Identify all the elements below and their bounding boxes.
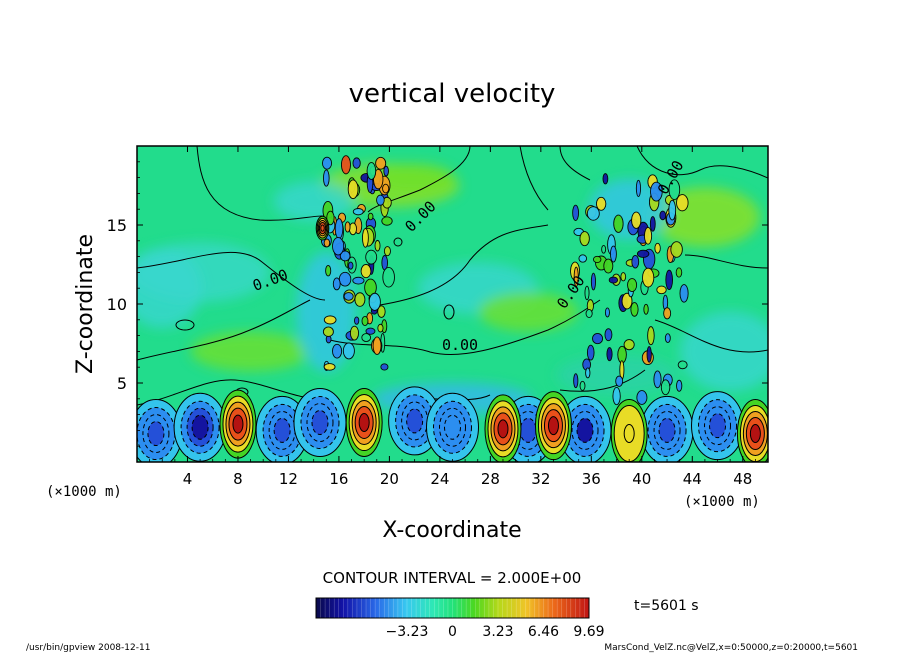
x-tick-label: 32 — [531, 470, 550, 488]
plot-area — [137, 146, 768, 462]
colorbar-bands — [320, 598, 585, 618]
colorbar-tick-label: 9.69 — [573, 624, 604, 640]
y-tick-label: 5 — [117, 374, 127, 393]
footer-right: MarsCond_VelZ.nc@VelZ,x=0:50000,z=0:2000… — [604, 643, 858, 653]
updraft-downdraft-cells — [137, 155, 768, 462]
x-tick-label: 24 — [430, 470, 449, 488]
velocity-field — [137, 163, 768, 415]
x-tick-label: 12 — [279, 470, 298, 488]
x-tick-label: 40 — [632, 470, 651, 488]
x-tick-label: 28 — [481, 470, 500, 488]
footer-left: /usr/bin/gpview 2008-12-11 — [26, 643, 150, 653]
colorbar-frame — [315, 597, 590, 619]
x-tick-label: 20 — [380, 470, 399, 488]
y-axis-label: Z-coordinate — [73, 234, 98, 374]
contour-interval: CONTOUR INTERVAL = 2.000E+00 — [323, 569, 582, 587]
y-tick-label: 10 — [107, 295, 127, 314]
contour-lines — [137, 146, 768, 406]
x-unit-left: (×1000 m) — [46, 484, 122, 500]
contour-label: 0.00 — [442, 336, 478, 354]
x-tick-label: 16 — [329, 470, 348, 488]
colorbar-tick-label: 6.46 — [528, 624, 559, 640]
colorbar-tick-label: −3.23 — [386, 624, 429, 640]
colorbar-tick-label: 0 — [448, 624, 457, 640]
colorbar-tick-label: 3.23 — [482, 624, 513, 640]
colorbar-tick-labels: −3.23 0 3.23 6.46 9.69 — [386, 624, 605, 640]
x-tick-label: 36 — [582, 470, 601, 488]
x-unit-right: (×1000 m) — [684, 494, 760, 510]
x-axis: 4 8 12 16 20 24 28 32 36 40 44 48 — [149, 146, 756, 488]
x-axis-label: X-coordinate — [382, 518, 521, 543]
colorbar: −3.23 0 3.23 6.46 9.69 — [315, 597, 605, 640]
y-axis: 5 10 15 — [107, 161, 768, 447]
x-tick-label: 4 — [183, 470, 193, 488]
y-tick-label: 15 — [107, 216, 127, 235]
x-tick-label: 48 — [733, 470, 752, 488]
chart-title: vertical velocity — [349, 79, 556, 109]
x-tick-label: 8 — [233, 470, 243, 488]
x-tick-label: 44 — [683, 470, 702, 488]
colorbar-gradient — [316, 598, 589, 618]
time-label: t=5601 s — [634, 598, 699, 614]
